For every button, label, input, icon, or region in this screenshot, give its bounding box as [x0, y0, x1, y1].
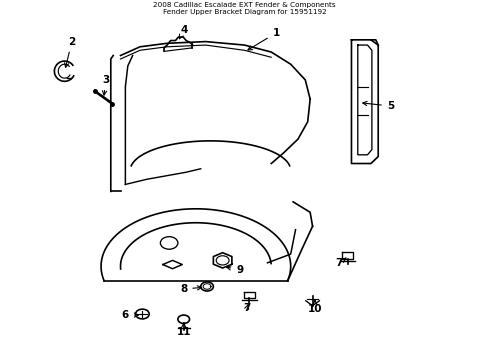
Text: 10: 10 [307, 301, 322, 314]
Text: 11: 11 [176, 323, 191, 337]
Text: 5: 5 [362, 101, 393, 111]
Text: 2008 Cadillac Escalade EXT Fender & Components
Fender Upper Bracket Diagram for : 2008 Cadillac Escalade EXT Fender & Comp… [153, 3, 335, 15]
Text: 7: 7 [243, 303, 250, 313]
Text: 6: 6 [122, 310, 138, 320]
Text: 8: 8 [180, 284, 201, 294]
Text: 7: 7 [335, 258, 345, 268]
Text: 4: 4 [179, 26, 187, 39]
Text: 9: 9 [226, 265, 243, 275]
Text: 1: 1 [247, 28, 279, 50]
Text: 2: 2 [64, 37, 75, 67]
Text: 3: 3 [102, 75, 109, 95]
